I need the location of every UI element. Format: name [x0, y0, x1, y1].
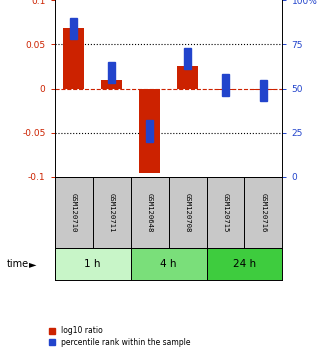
Bar	[206, 177, 245, 248]
Bar	[184, 48, 191, 69]
Bar	[70, 18, 77, 39]
Bar	[253, 88, 274, 90]
Text: GSM120648: GSM120648	[146, 193, 152, 232]
Text: 4 h: 4 h	[160, 259, 177, 269]
Bar	[55, 248, 131, 280]
Text: GSM120716: GSM120716	[260, 193, 266, 232]
Bar	[260, 80, 267, 101]
Legend: log10 ratio, percentile rank within the sample: log10 ratio, percentile rank within the …	[49, 326, 190, 347]
Bar	[131, 248, 206, 280]
Bar	[92, 177, 131, 248]
Bar	[63, 28, 84, 88]
Bar	[169, 177, 206, 248]
Bar	[131, 177, 169, 248]
Text: 1 h: 1 h	[84, 259, 101, 269]
Text: 24 h: 24 h	[233, 259, 256, 269]
Text: GSM120708: GSM120708	[185, 193, 191, 232]
Text: ►: ►	[29, 259, 36, 269]
Bar	[245, 177, 282, 248]
Bar	[139, 88, 160, 172]
Bar	[222, 74, 229, 96]
Text: GSM120711: GSM120711	[108, 193, 115, 232]
Text: time: time	[6, 259, 29, 269]
Text: GSM120710: GSM120710	[71, 193, 77, 232]
Bar	[177, 67, 198, 88]
Text: GSM120715: GSM120715	[222, 193, 229, 232]
Bar	[215, 88, 236, 90]
Bar	[206, 248, 282, 280]
Bar	[55, 177, 92, 248]
Bar	[108, 62, 115, 83]
Bar	[146, 120, 153, 142]
Bar	[101, 80, 122, 88]
